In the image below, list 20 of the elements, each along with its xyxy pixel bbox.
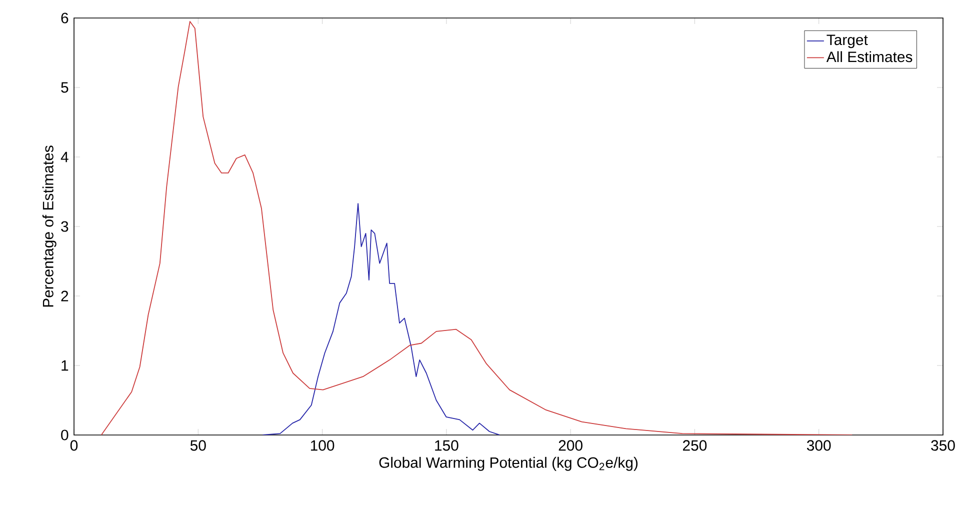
y-tick-label: 2 <box>61 290 68 302</box>
y-tick-label: 0 <box>61 430 68 440</box>
y-axis-title: Percentage of Estimates <box>42 146 56 307</box>
x-tick-label: 0 <box>70 440 78 451</box>
legend-label: Target <box>826 34 868 48</box>
x-axis-title: Global Warming Potential (kg CO$_{2}$e/kg) <box>379 456 638 471</box>
y-tick-label: 5 <box>61 82 68 93</box>
x-tick-label: 50 <box>190 440 206 451</box>
y-tick-label: 6 <box>61 12 68 24</box>
y-tick-label: 4 <box>60 152 68 162</box>
y-tick-label: 3 <box>61 221 68 232</box>
x-tick-label: 200 <box>558 440 582 451</box>
x-tick-label: 250 <box>683 440 707 451</box>
x-tick-label: 300 <box>806 440 831 451</box>
y-tick-label: 1 <box>62 360 68 371</box>
x-tick-label: 100 <box>310 440 334 451</box>
x-tick-label: 350 <box>931 440 955 451</box>
x-tick-label: 150 <box>435 440 458 451</box>
line-series <box>262 203 500 435</box>
legend-label: All Estimates <box>826 51 912 62</box>
